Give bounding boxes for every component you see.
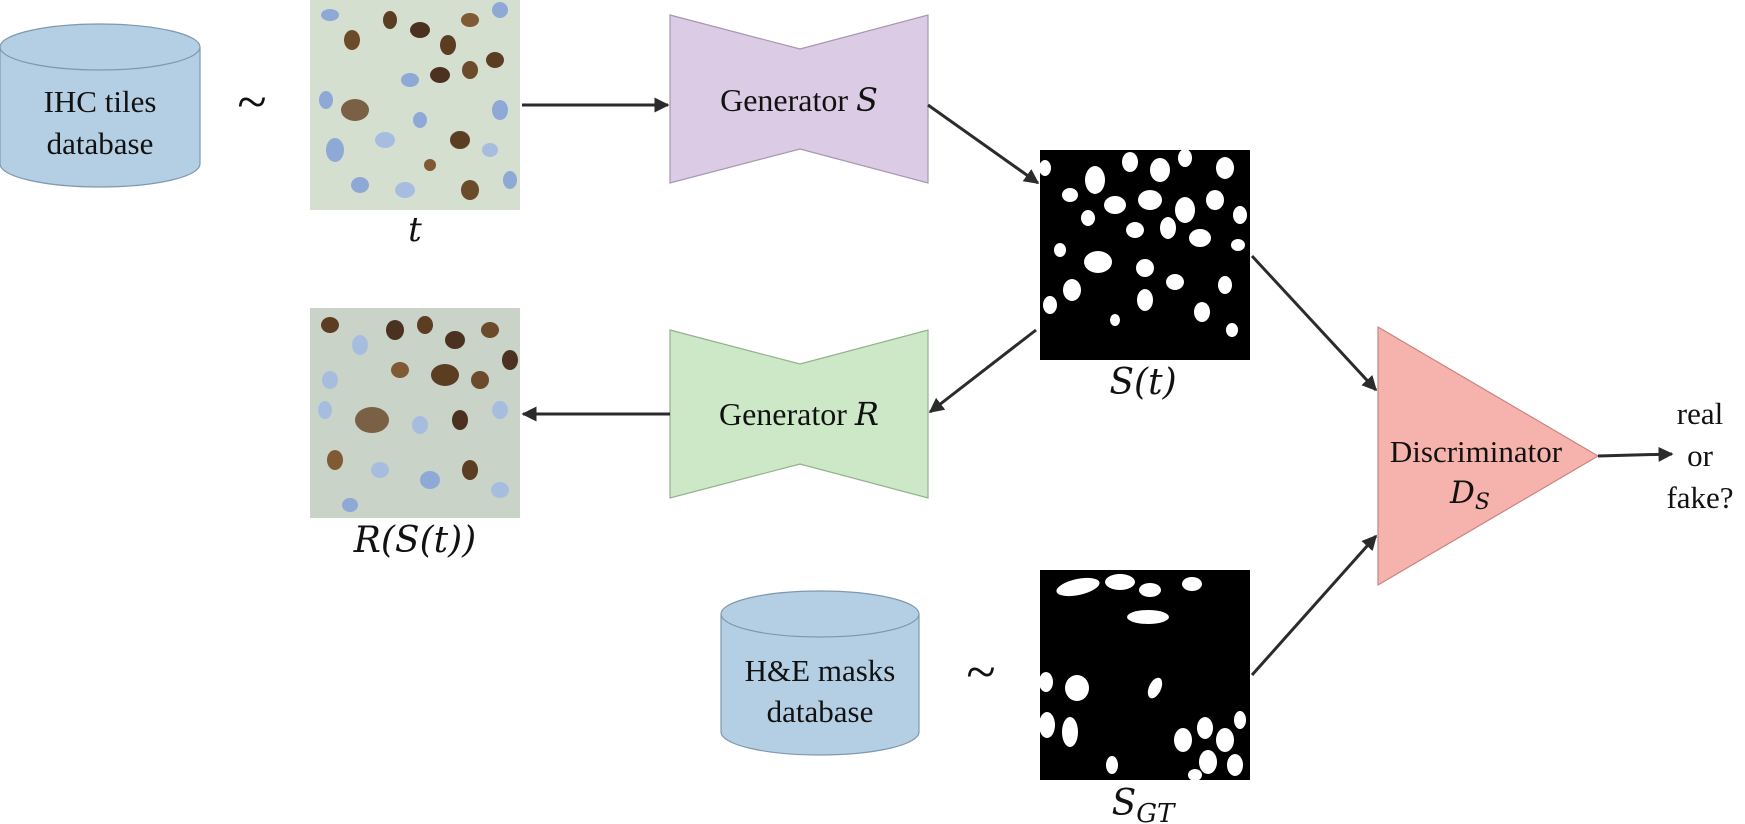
discriminator-shape: [1377, 325, 1600, 587]
output-label-line2: or: [1687, 438, 1714, 473]
output-label-line1: real: [1677, 396, 1723, 431]
mask-s-of-t-background: [1040, 150, 1250, 360]
sample-tilde-top: ~: [237, 72, 266, 132]
he-db-body: [720, 614, 920, 756]
arrow-mask-to-generator-r: [928, 328, 1037, 414]
he-db-label-line2: database: [767, 694, 874, 729]
generator-r-shape: [669, 329, 929, 499]
output-label: real or fake?: [1666, 396, 1733, 515]
sample-tilde-bottom: ~: [966, 642, 995, 702]
ihc-db-top: [0, 23, 201, 71]
discriminator-ds: Discriminator DS: [1377, 325, 1600, 587]
generator-s-shape: [669, 14, 929, 184]
ihc-tile-reconstructed-background: [310, 308, 520, 518]
ihc-db-label-line1: IHC tiles: [44, 84, 157, 119]
mask-s-gt: SGT: [1039, 570, 1250, 824]
ihc-tile-t-nuclei: [319, 2, 517, 200]
generator-r: Generator R: [669, 329, 929, 499]
he-masks-database: H&E masks database: [720, 590, 920, 756]
generator-s-label: Generator S: [720, 81, 878, 119]
discriminator-symbol: DS: [1449, 475, 1490, 515]
mask-s-of-t-blobs: [1039, 149, 1247, 337]
he-db-top: [720, 590, 920, 638]
generator-r-label: Generator R: [719, 395, 879, 433]
ihc-tile-reconstructed: R(S(t)): [310, 308, 520, 561]
discriminator-label: Discriminator: [1390, 434, 1563, 469]
ihc-tile-t: t: [310, 0, 520, 250]
ihc-tiles-database: IHC tiles database: [0, 23, 201, 188]
output-label-line3: fake?: [1666, 480, 1733, 515]
he-db-label-line1: H&E masks: [745, 653, 896, 688]
arrow-sgt-to-discriminator: [1250, 534, 1378, 676]
generator-s: Generator S: [669, 14, 929, 184]
mask-s-of-t: S(t): [1039, 149, 1250, 403]
ihc-tile-reconstructed-nuclei: [318, 316, 518, 512]
mask-s-of-t-caption: S(t): [1109, 362, 1176, 403]
ihc-tile-reconstructed-caption: R(S(t)): [353, 520, 476, 561]
mask-s-gt-background: [1040, 570, 1250, 780]
mask-s-gt-blobs: [1039, 574, 1246, 781]
arrow-generator-s-to-mask: [927, 103, 1040, 185]
arrow-discriminator-to-output: [1597, 446, 1674, 462]
mask-s-gt-caption: SGT: [1112, 783, 1176, 824]
ihc-db-label-line2: database: [47, 126, 154, 161]
ihc-db-body: [0, 47, 201, 188]
ihc-tile-t-caption: t: [408, 210, 422, 250]
arrow-mask-to-discriminator: [1250, 254, 1378, 392]
